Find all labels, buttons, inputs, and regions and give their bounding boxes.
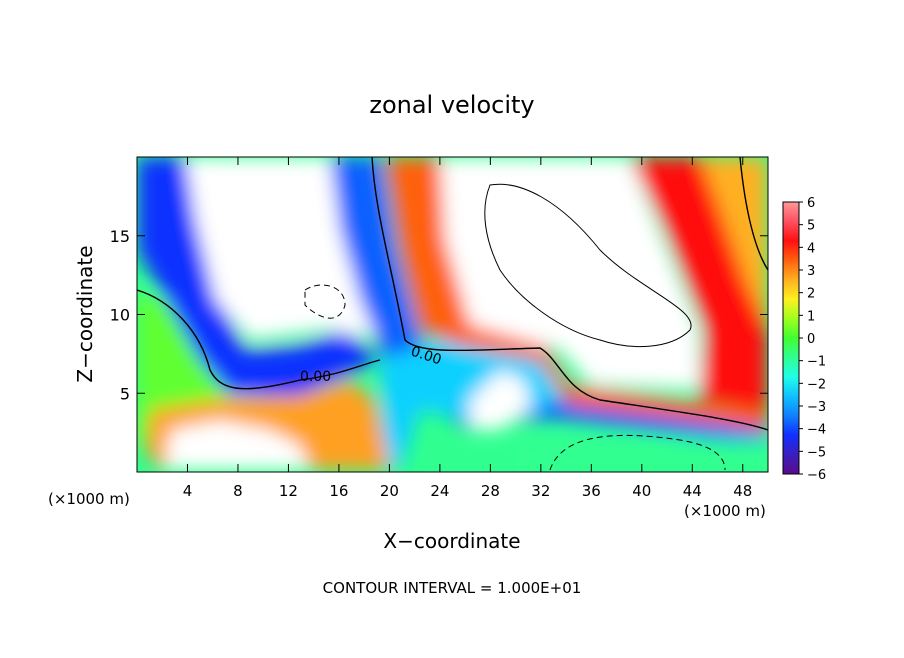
colorbar: 6 5 4 3 2 1 0 −1 −2 −3 −4 −5 −6 <box>782 196 826 483</box>
region-right-white <box>440 157 700 390</box>
y-axis: 5 10 15 <box>110 227 768 403</box>
x-tick-label: 44 <box>683 482 702 500</box>
y-tick-label: 15 <box>110 227 130 246</box>
contour-dashed-small <box>304 284 346 319</box>
x-tick-label: 20 <box>380 482 399 500</box>
region-upper-left-white <box>185 157 380 340</box>
y-axis-label: Z−coordinate <box>73 245 97 382</box>
x-tick-label: 32 <box>531 482 550 500</box>
colorbar-tick-label: 4 <box>807 241 815 256</box>
x-tick-label: 8 <box>233 482 243 500</box>
contour-dashed-lower <box>549 434 726 471</box>
x-tick-label: 48 <box>733 482 752 500</box>
x-tick-label: 40 <box>632 482 651 500</box>
x-axis-label: X−coordinate <box>383 529 520 553</box>
colorbar-tick-label: −3 <box>807 400 826 415</box>
colorbar-tick-label: −4 <box>807 423 826 438</box>
x-unit-right: (×1000 m) <box>684 502 766 520</box>
contour-zero-center <box>371 157 768 431</box>
colorbar-tick-label: 1 <box>807 309 815 324</box>
colorbar-tick-label: 2 <box>807 287 815 302</box>
x-axis: 4 8 12 16 20 24 28 32 36 40 44 48 <box>183 157 752 500</box>
x-tick-label: 4 <box>183 482 193 500</box>
region-lower-left-white <box>165 420 310 470</box>
colorbar-scale <box>782 201 800 475</box>
region-far-right-orange <box>700 157 768 330</box>
y-tick-label: 10 <box>110 306 130 325</box>
contour-interval-note: CONTOUR INTERVAL = 1.000E+01 <box>323 579 582 597</box>
colorbar-tick-label: −2 <box>807 377 826 392</box>
contour-upper-right-loop <box>484 183 692 348</box>
region-lower-center-white <box>470 370 530 430</box>
y-tick-label: 5 <box>120 384 130 403</box>
colorbar-tick-label: −6 <box>807 468 826 483</box>
region-lower-right-blue <box>530 440 768 472</box>
x-unit-left: (×1000 m) <box>48 490 130 508</box>
x-tick-label: 16 <box>329 482 348 500</box>
contour-zero-left <box>137 289 381 390</box>
colorbar-tick-label: 3 <box>807 264 815 279</box>
colorbar-tick-label: 0 <box>807 332 815 347</box>
x-tick-label: 12 <box>279 482 298 500</box>
colorbar-tick-label: −1 <box>807 355 826 370</box>
x-tick-label: 28 <box>481 482 500 500</box>
chart-title: zonal velocity <box>369 91 534 119</box>
colorbar-tick-label: 6 <box>807 196 815 211</box>
x-tick-label: 36 <box>582 482 601 500</box>
colorbar-tick-label: −5 <box>807 445 826 460</box>
contour-zero-right <box>739 157 768 271</box>
colorbar-tick-label: 5 <box>807 219 815 234</box>
x-tick-label: 24 <box>430 482 449 500</box>
velocity-field: 0.00 0.00 <box>137 157 768 472</box>
contour-label-lower: 0.00 <box>300 369 331 385</box>
